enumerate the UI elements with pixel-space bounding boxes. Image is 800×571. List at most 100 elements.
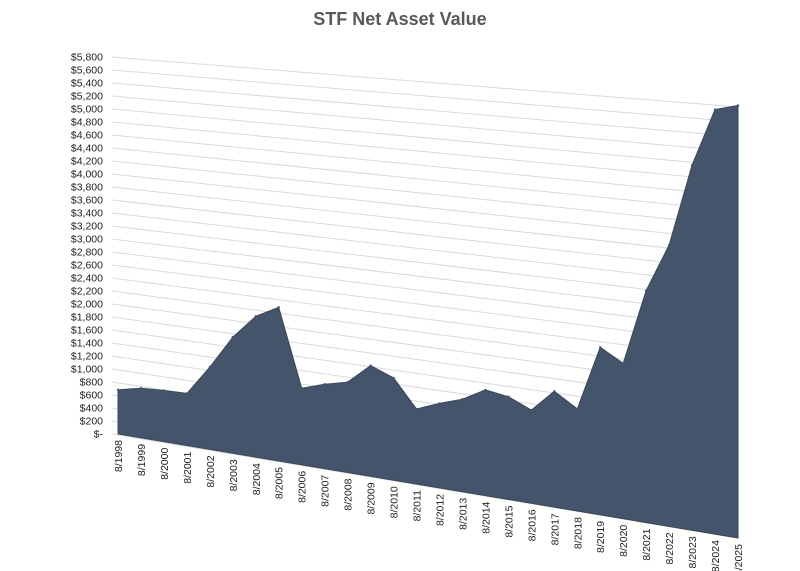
x-tick-label: 8/2000 (159, 448, 171, 480)
x-axis-ticks: 8/1998 8/1999 8/2000 8/2001 8/2002 8/2003 8/20… (113, 440, 745, 571)
data-point (185, 392, 189, 395)
x-tick-label: 8/2002 (205, 455, 217, 487)
gridline (111, 69, 739, 123)
x-tick-label: 8/2024 (710, 540, 722, 571)
data-point (644, 289, 648, 292)
y-axis-ticks: $-$200$400$600$800$1,000$1,200$1,400$1,6… (71, 52, 104, 441)
data-point (484, 388, 487, 392)
x-tick-label: 8/2010 (389, 486, 401, 518)
x-tick-label: 8/2004 (251, 463, 263, 495)
data-point (139, 387, 143, 390)
y-tick-label: $1,400 (71, 338, 103, 350)
x-tick-label: 8/2022 (664, 532, 676, 564)
x-tick-label: 8/1998 (113, 440, 125, 472)
x-tick-label: 8/2011 (411, 490, 423, 521)
y-tick-label: $3,400 (71, 208, 103, 220)
y-tick-label: $4,200 (71, 156, 103, 168)
y-tick-label: $- (94, 429, 104, 441)
y-tick-label: $200 (80, 416, 104, 428)
x-tick-label: 8/2014 (480, 501, 492, 533)
y-tick-label: $2,200 (71, 286, 103, 298)
y-tick-label: $4,400 (71, 143, 103, 155)
x-tick-label: 8/2013 (457, 498, 469, 530)
data-point (392, 376, 395, 380)
y-tick-label: $5,400 (71, 78, 103, 90)
data-point (300, 387, 303, 390)
gridline (111, 212, 739, 286)
y-tick-label: $3,200 (71, 221, 103, 233)
x-tick-label: 8/2003 (228, 459, 240, 491)
data-point (254, 315, 257, 318)
x-tick-label: 8/2016 (526, 509, 538, 541)
x-tick-label: 8/2020 (618, 525, 630, 557)
data-point (530, 408, 533, 412)
x-tick-label: 8/2001 (182, 451, 194, 483)
y-tick-label: $5,800 (71, 52, 103, 64)
x-tick-label: 8/2021 (641, 528, 653, 560)
y-tick-label: $3,800 (71, 182, 103, 194)
gridline (111, 108, 739, 167)
gridline (111, 147, 739, 212)
data-point (507, 395, 510, 398)
data-point (622, 362, 625, 365)
data-point (736, 104, 740, 107)
x-tick-label: 8/2008 (343, 478, 355, 510)
data-point (690, 163, 694, 167)
x-tick-label: 8/2018 (572, 517, 584, 549)
y-tick-label: $5,600 (71, 65, 103, 77)
gridline (111, 56, 739, 108)
y-tick-label: $3,600 (71, 195, 103, 207)
data-point (667, 243, 671, 247)
data-point (461, 398, 464, 401)
data-point (162, 389, 166, 392)
x-tick-label: 8/2017 (549, 513, 561, 545)
y-tick-label: $5,200 (71, 91, 103, 103)
data-point (231, 336, 234, 339)
gridline (111, 173, 739, 242)
x-tick-label: 8/2005 (274, 467, 286, 499)
gridline (111, 95, 739, 153)
y-tick-label: $600 (80, 390, 104, 402)
data-point (713, 108, 717, 111)
gridline (111, 121, 739, 182)
data-point (323, 383, 326, 386)
y-tick-label: $3,000 (71, 234, 103, 246)
gridline (111, 199, 739, 271)
data-point (415, 407, 418, 411)
y-tick-label: $4,600 (71, 130, 103, 142)
x-tick-label: 8/2006 (297, 471, 309, 503)
y-tick-label: $1,200 (71, 351, 103, 363)
gridline (111, 82, 739, 138)
x-tick-label: 8/1999 (136, 444, 148, 476)
gridline (111, 238, 739, 316)
y-tick-label: $800 (80, 377, 104, 389)
chart-title: STF Net Asset Value (313, 9, 487, 29)
y-tick-label: $1,000 (71, 364, 103, 376)
data-point (346, 381, 349, 384)
x-tick-label: 6/2025 (733, 544, 745, 571)
data-point (599, 346, 602, 349)
x-tick-label: 8/2007 (320, 475, 332, 507)
data-point (277, 306, 280, 309)
gridline (111, 225, 739, 301)
y-tick-label: $4,000 (71, 169, 103, 181)
y-tick-label: $400 (80, 403, 104, 415)
gridline (111, 186, 739, 257)
x-tick-label: 8/2019 (595, 521, 607, 553)
y-tick-label: $2,800 (71, 247, 103, 259)
y-tick-label: $2,400 (71, 273, 103, 285)
data-point (553, 390, 556, 393)
gridline (111, 251, 739, 331)
y-tick-label: $2,600 (71, 260, 103, 272)
data-point (576, 407, 579, 411)
series-area (116, 104, 740, 539)
data-point (369, 364, 372, 367)
x-tick-label: 8/2012 (435, 494, 447, 526)
y-tick-label: $4,800 (71, 117, 103, 129)
x-tick-label: 8/2009 (366, 482, 378, 514)
data-point (438, 402, 441, 405)
x-tick-label: 8/2015 (503, 505, 515, 537)
y-tick-label: $1,800 (71, 312, 103, 324)
